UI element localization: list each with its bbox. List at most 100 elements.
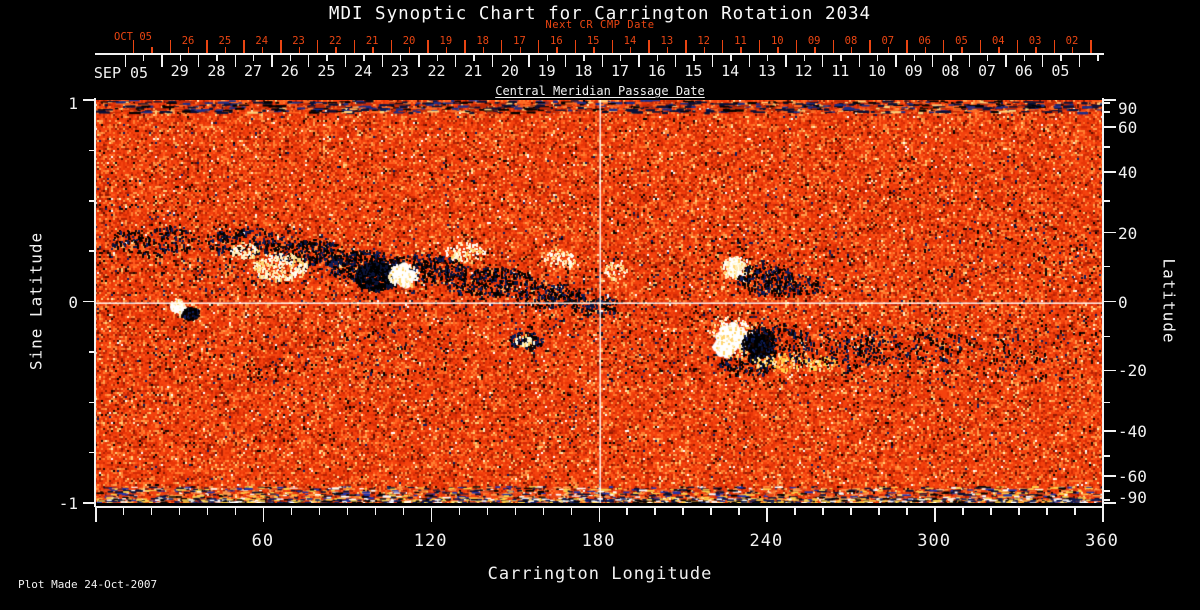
top-axis-tick-white [675,54,677,67]
top-axis-tick-white [932,54,934,67]
bottom-axis-tick [1102,507,1104,522]
top-axis-tick-white [418,54,420,67]
top-axis-day-label-red: 25 [218,35,232,47]
top-axis-tick-white-minor [1023,54,1026,61]
top-axis-tick-white-minor [913,54,916,61]
right-axis-tick [1103,369,1116,372]
top-axis-tick-red [464,40,466,53]
right-axis-tick-minor [1103,401,1110,403]
bottom-axis-tick-minor [374,507,377,515]
left-axis-tick-minor [89,149,95,152]
top-axis-day-label-red: 26 [181,35,195,47]
top-axis-day-label-white: 12 [794,62,813,80]
top-axis-tick-red [795,40,798,53]
bottom-axis-tick-minor [178,507,181,515]
right-axis-tick [1103,171,1116,173]
top-axis-day-label-white: 15 [684,62,703,80]
next-cr-cmp-date-label: Next CR CMP Date [545,19,655,31]
left-axis-tick [83,99,95,101]
right-axis-tick-label: -90 [1118,488,1147,507]
top-axis-day-label-red: 12 [697,35,710,47]
top-axis-tick-red [832,40,834,53]
top-axis-day-label-red: 09 [807,35,821,47]
top-axis-day-label-red: 22 [329,35,342,47]
top-axis-tick-red-minor [703,46,706,53]
top-axis-tick-red-minor [961,46,963,53]
left-axis-title: Sine Latitude [26,231,46,371]
top-axis-tick-white [271,54,273,67]
top-axis-tick-white-minor [1060,54,1062,61]
left-axis-tick-minor [89,200,95,202]
top-axis-day-label-white: 25 [317,62,336,80]
top-axis-tick-white [528,54,530,67]
bottom-axis-tick-label: 300 [917,531,952,551]
right-axis-tick-label: 60 [1118,117,1138,137]
bottom-axis-tick [95,507,97,522]
top-axis-tick-red-minor [298,46,300,53]
top-axis-day-label-red: 21 [365,35,379,47]
top-axis-tick-white [1042,54,1044,67]
top-axis-tick-red-minor [151,46,153,53]
top-axis-day-label-red: 08 [844,35,858,47]
bottom-axis-tick-minor [710,507,712,515]
top-axis-day-label-white: 17 [611,62,630,80]
left-axis-tick-minor [89,401,95,403]
top-axis-tick-white-minor [950,54,952,61]
right-axis-tick-minor [1103,200,1110,202]
top-axis-day-label-red: 11 [734,35,747,47]
top-axis-tick-white-minor [656,54,659,61]
top-axis-tick-red [1053,40,1055,53]
right-axis-tick-minor [1103,102,1110,104]
top-axis-tick-red-minor [814,46,816,53]
top-axis-day-label-white: 14 [721,62,740,80]
bottom-axis-tick-label: 180 [581,531,616,551]
top-axis-day-label-white: 16 [647,62,666,80]
right-axis-tick [1103,126,1116,128]
top-axis-tick-red [353,40,356,53]
top-axis-day-label-red: 06 [918,35,931,47]
top-axis-tick-red-minor [335,46,337,53]
bottom-axis-title: Carrington Longitude [487,564,713,584]
bottom-axis-tick-minor [822,507,824,515]
top-axis-day-label-white: 27 [244,62,263,80]
top-axis-tick-white-minor [473,54,475,61]
bottom-axis-tick-minor [990,507,992,515]
bottom-axis-tick [934,507,936,522]
top-axis-tick-red-minor [777,46,779,53]
right-axis-line [1102,98,1104,507]
right-axis-tick-minor [1103,111,1110,113]
top-axis-tick-white-minor [179,54,182,61]
top-axis-tick-red-minor [850,46,853,53]
top-axis-tick-white-minor [583,54,585,61]
top-axis-tick-red-minor [887,46,890,53]
next-cr-month-label: OCT 05 [114,31,152,43]
bottom-axis-tick-minor [682,507,684,515]
right-axis-tick-minor [1103,499,1110,501]
bottom-axis-tick-label: 360 [1085,531,1119,551]
bottom-axis-tick-minor [458,507,461,515]
top-axis-tick-red [574,40,577,53]
top-axis-tick-white-minor [326,54,328,61]
left-axis-tick-label: 1 [68,94,78,113]
bottom-axis-tick-minor [346,507,349,515]
top-axis-tick-red [427,40,429,53]
plot-made-note: Plot Made 24-Oct-2007 [18,578,158,591]
top-axis-tick-red [243,40,245,53]
top-axis-day-label-red: 02 [1065,35,1079,47]
top-axis-tick-red-minor [556,46,558,53]
top-axis-day-label-red: 04 [991,35,1005,47]
bottom-axis-tick-minor [206,507,209,515]
bottom-axis-tick-minor [850,507,852,515]
top-axis-tick-white [381,54,383,67]
top-axis-tick-white-minor [1097,54,1099,61]
top-axis-tick-white-minor [142,54,145,61]
chart-title: MDI Synoptic Chart for Carrington Rotati… [328,4,872,24]
top-axis-tick-white-minor [399,54,402,61]
bottom-axis-tick-minor [1018,507,1020,515]
bottom-axis-tick-minor [122,507,125,515]
top-axis-tick-white-minor [730,54,732,61]
top-axis-day-label-red: 19 [439,35,453,47]
bottom-axis-tick-label: 60 [251,531,275,551]
top-axis-day-label-red: 03 [1028,35,1042,47]
top-axis-tick-red-minor [519,46,521,53]
